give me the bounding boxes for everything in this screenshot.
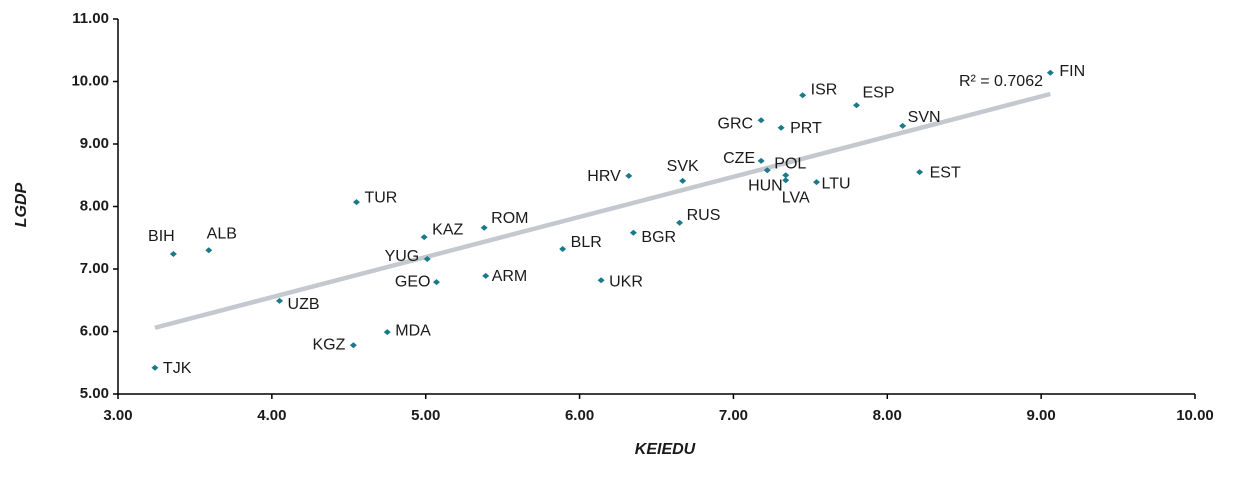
- point-label: RUS: [687, 207, 721, 224]
- point-label: BIH: [148, 228, 175, 245]
- point-label: GEO: [395, 273, 431, 290]
- point-label: EST: [930, 164, 961, 181]
- point-label: HUN: [748, 177, 783, 194]
- point-label: KGZ: [313, 336, 346, 353]
- point: [420, 234, 428, 241]
- point: [482, 272, 490, 279]
- point-label: PRT: [790, 120, 822, 137]
- point: [276, 297, 284, 304]
- point: [676, 219, 684, 226]
- point-label: TUR: [364, 189, 397, 206]
- y-axis-title: LGDP: [13, 182, 30, 227]
- y-tick-label: 9.00: [80, 135, 109, 152]
- x-tick-label: 9.00: [1027, 407, 1056, 424]
- point-label: SVN: [908, 109, 941, 126]
- point-label: POL: [774, 155, 806, 172]
- y-tick-label: 8.00: [80, 197, 109, 214]
- point-label: LTU: [822, 175, 851, 192]
- point-label: ROM: [491, 210, 528, 227]
- point: [782, 172, 790, 179]
- point: [853, 102, 861, 109]
- point-label: ISR: [811, 81, 838, 98]
- point: [205, 247, 213, 254]
- point: [480, 224, 488, 231]
- point-label: MDA: [395, 322, 431, 339]
- point: [757, 157, 765, 164]
- point-label: YUG: [385, 248, 420, 265]
- x-tick-label: 5.00: [411, 407, 440, 424]
- point: [782, 177, 790, 184]
- point: [625, 172, 633, 179]
- point: [679, 177, 687, 184]
- point-label: TJK: [163, 360, 192, 377]
- point-label: ESP: [863, 84, 895, 101]
- point-label: CZE: [723, 150, 755, 167]
- x-tick-label: 10.00: [1176, 407, 1214, 424]
- point: [383, 329, 391, 336]
- point: [432, 279, 440, 286]
- point: [151, 364, 159, 371]
- point-label: BGR: [641, 229, 676, 246]
- point-label: FIN: [1059, 63, 1085, 80]
- point-label: LVA: [782, 189, 810, 206]
- point: [423, 256, 431, 262]
- x-axis-title: KEIEDU: [635, 441, 696, 458]
- point-label: BLR: [571, 234, 602, 251]
- point-label: ALB: [207, 225, 237, 242]
- point: [916, 169, 924, 176]
- y-tick-label: 5.00: [80, 385, 109, 402]
- y-tick-label: 11.00: [72, 10, 109, 27]
- point-label: UKR: [609, 273, 643, 290]
- point: [559, 246, 567, 252]
- x-tick-label: 4.00: [257, 407, 286, 424]
- y-tick-label: 10.00: [71, 72, 109, 89]
- x-tick-label: 8.00: [873, 407, 902, 424]
- point: [757, 117, 765, 124]
- point-label: SVK: [667, 158, 699, 175]
- x-tick-label: 3.00: [103, 407, 132, 424]
- point: [597, 277, 605, 284]
- trendline: [154, 91, 1051, 330]
- point: [777, 124, 785, 131]
- point-label: UZB: [288, 296, 320, 313]
- point: [349, 342, 357, 349]
- point: [169, 251, 177, 257]
- point-label: ARM: [492, 268, 528, 285]
- point: [352, 199, 360, 206]
- point: [799, 92, 807, 99]
- point: [813, 179, 821, 186]
- point: [1046, 69, 1054, 76]
- r-squared: R² = 0.7062: [959, 73, 1043, 90]
- x-tick-label: 6.00: [565, 407, 594, 424]
- point: [763, 167, 771, 174]
- point-label: KAZ: [432, 221, 463, 238]
- point: [899, 122, 907, 129]
- y-tick-label: 6.00: [80, 322, 109, 339]
- point: [629, 229, 637, 236]
- point-label: HRV: [587, 168, 621, 185]
- x-tick-label: 7.00: [719, 407, 748, 424]
- y-tick-label: 7.00: [80, 260, 109, 277]
- point-label: GRC: [718, 115, 754, 132]
